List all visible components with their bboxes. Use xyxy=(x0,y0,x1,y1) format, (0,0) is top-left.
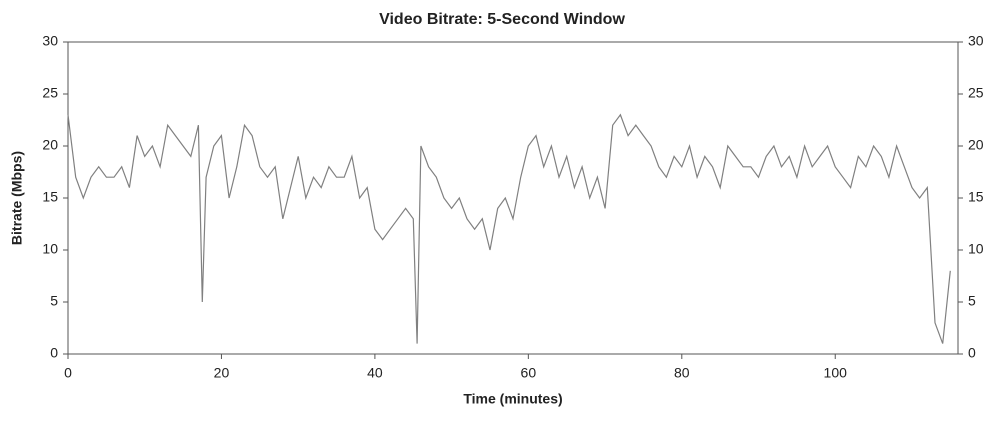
y2-tick-label: 0 xyxy=(968,345,976,361)
y-tick-label: 20 xyxy=(42,137,58,153)
x-tick-label: 20 xyxy=(214,365,230,381)
series-line xyxy=(67,113,951,344)
x-tick-label: 60 xyxy=(521,365,537,381)
y-tick-label: 15 xyxy=(42,189,58,205)
y-tick-label: 25 xyxy=(42,85,58,101)
y2-tick-label: 10 xyxy=(968,241,984,257)
x-tick-label: 0 xyxy=(64,365,72,381)
y-axis-label: Bitrate (Mbps) xyxy=(9,151,25,245)
y-tick-label: 0 xyxy=(50,345,58,361)
chart-title: Video Bitrate: 5-Second Window xyxy=(379,11,625,28)
x-tick-label: 80 xyxy=(674,365,690,381)
y-tick-label: 10 xyxy=(42,241,58,257)
plot-area xyxy=(67,41,959,355)
x-axis-label: Time (minutes) xyxy=(463,391,562,407)
x-tick-label: 40 xyxy=(367,365,383,381)
y2-tick-label: 20 xyxy=(968,137,984,153)
x-tick-label: 100 xyxy=(824,365,848,381)
y2-tick-label: 5 xyxy=(968,293,976,309)
y2-tick-label: 25 xyxy=(968,85,984,101)
y-tick-label: 30 xyxy=(42,33,58,49)
y2-tick-label: 30 xyxy=(968,33,984,49)
y2-tick-label: 15 xyxy=(968,189,984,205)
y-tick-label: 5 xyxy=(50,293,58,309)
